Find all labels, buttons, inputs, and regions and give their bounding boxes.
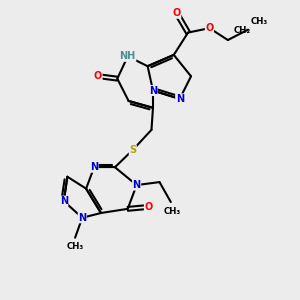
Text: O: O [205,23,214,33]
Text: N: N [78,213,86,223]
Text: N: N [60,196,68,206]
Text: O: O [94,71,102,81]
Text: N: N [133,180,141,190]
Text: CH₃: CH₃ [67,242,84,251]
Text: O: O [172,8,181,18]
Text: O: O [144,202,153,212]
Text: CH₂: CH₂ [233,26,250,35]
Text: N: N [90,162,98,172]
Text: NH: NH [120,51,136,62]
Text: N: N [176,94,184,104]
Text: CH₃: CH₃ [250,17,268,26]
Text: CH₃: CH₃ [164,207,181,216]
Text: N: N [149,85,157,96]
Text: S: S [129,145,136,155]
